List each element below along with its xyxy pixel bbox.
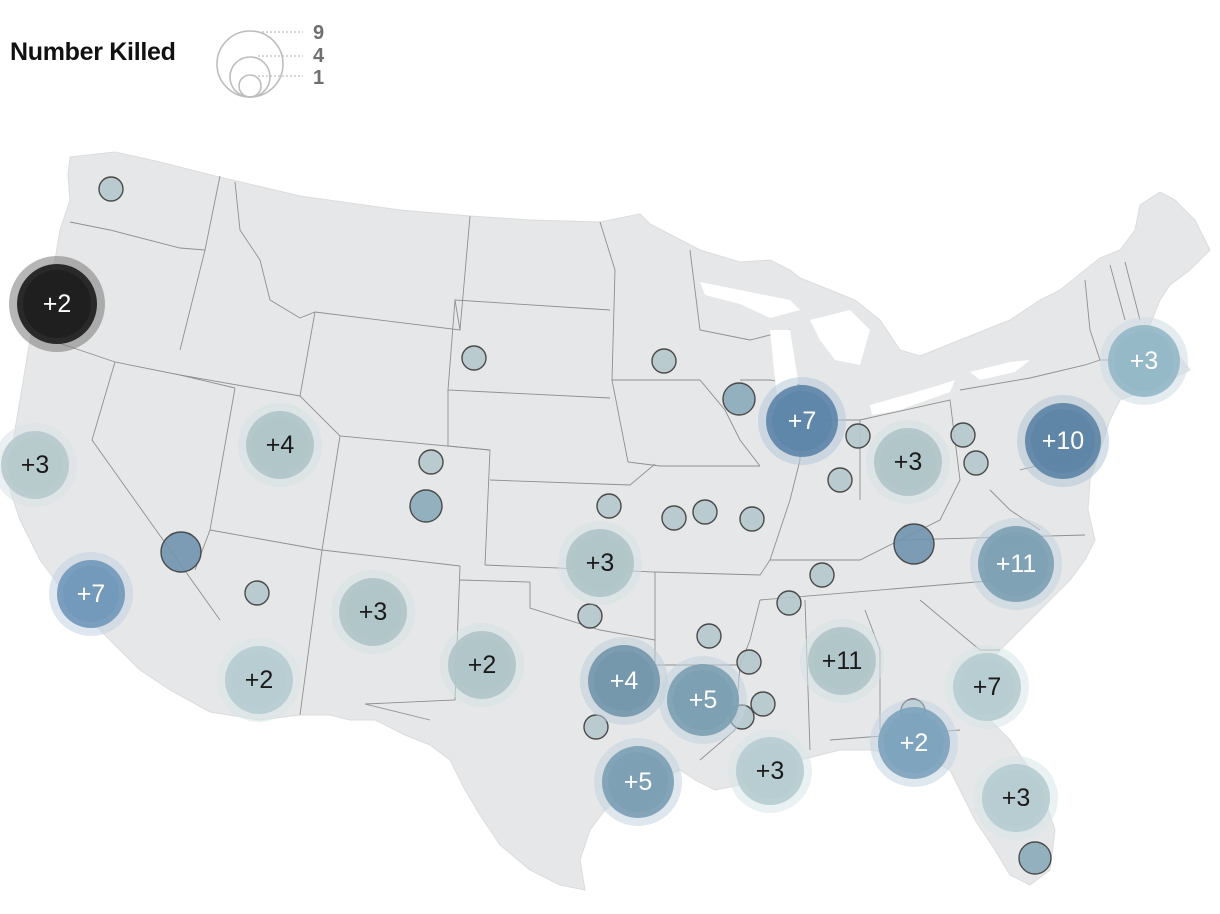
cluster-core (742, 743, 798, 799)
cluster-core (959, 659, 1015, 715)
cluster-count-label: +5 (624, 768, 653, 796)
cluster-count-label: +2 (43, 290, 72, 318)
incident-marker-west-virginia[interactable] (893, 523, 935, 565)
incident-marker-pennsylvania-west[interactable] (950, 422, 976, 448)
cluster-count-label: +7 (788, 407, 817, 435)
cluster-marker[interactable]: +11 (970, 518, 1062, 610)
incident-marker-michigan-south[interactable] (845, 423, 871, 449)
cluster-marker[interactable]: +2 (870, 699, 958, 787)
cluster-count-label: +11 (996, 550, 1037, 578)
incident-marker-arkansas[interactable] (696, 623, 722, 649)
cluster-count-label: +2 (468, 651, 497, 679)
cluster-core (884, 713, 944, 773)
cluster-core (454, 637, 510, 693)
cluster-count-label: +3 (359, 598, 388, 626)
cluster-markers: +2 +3 +4 +7 +2 +3 +2 +3 +4 +5 +5 +3 +7 +3 +11 +2 +7 +3 +11… (0, 256, 1188, 840)
cluster-count-label: +5 (689, 686, 718, 714)
cluster-marker[interactable]: +3 (558, 521, 642, 605)
incident-marker-mississippi-south[interactable] (750, 691, 776, 717)
cluster-count-label: +4 (266, 431, 295, 459)
cluster-count-label: +3 (756, 757, 785, 785)
cluster-count-label: +7 (77, 580, 106, 608)
incident-marker-indiana[interactable] (827, 467, 853, 493)
cluster-core (594, 651, 654, 711)
incident-marker-arizona[interactable] (244, 580, 270, 606)
cluster-count-label: +2 (900, 729, 929, 757)
legend-size-9: 9 (313, 22, 324, 44)
incident-marker-washington[interactable] (98, 176, 124, 202)
cluster-marker[interactable]: +2 (217, 638, 301, 722)
incident-marker-oklahoma[interactable] (577, 603, 603, 629)
legend-title: Number Killed (10, 38, 176, 66)
cluster-marker[interactable]: +3 (1100, 317, 1188, 405)
cluster-marker[interactable]: +7 (758, 377, 846, 465)
cluster-core (608, 752, 668, 812)
cluster-marker[interactable]: +4 (580, 637, 668, 725)
cluster-core (984, 532, 1048, 596)
cluster-count-label: +3 (894, 448, 923, 476)
incident-marker-texas-east[interactable] (583, 714, 609, 740)
cluster-marker[interactable]: +3 (974, 756, 1058, 840)
cluster-marker[interactable]: +11 (800, 619, 884, 703)
cluster-marker[interactable]: +3 (331, 570, 415, 654)
size-legend: 9 4 1 (216, 22, 325, 98)
cluster-count-label: +3 (21, 451, 50, 479)
cluster-core (252, 417, 308, 473)
cluster-core (772, 391, 832, 451)
cluster-marker[interactable]: +3 (866, 420, 950, 504)
cluster-count-label: +4 (610, 667, 639, 695)
single-markers (98, 176, 1052, 875)
incident-marker-colorado[interactable] (409, 489, 443, 523)
incident-marker-kentucky[interactable] (809, 562, 835, 588)
incident-marker-south-dakota-west[interactable] (461, 345, 487, 371)
incident-marker-nevada-south[interactable] (160, 531, 202, 573)
cluster-marker[interactable]: +7 (945, 645, 1029, 729)
cluster-count-label: +3 (586, 549, 615, 577)
cluster-core (7, 437, 63, 493)
cluster-core (988, 770, 1044, 826)
cluster-core (63, 566, 119, 622)
cluster-marker[interactable]: +10 (1017, 395, 1109, 487)
cluster-count-label: +7 (973, 673, 1002, 701)
cluster-marker[interactable]: +4 (238, 403, 322, 487)
incident-marker-kansas[interactable] (596, 493, 622, 519)
cluster-marker[interactable]: +7 (49, 552, 133, 636)
incident-marker-missouri-west[interactable] (661, 505, 687, 531)
cluster-core (673, 670, 733, 730)
cluster-count-label: +11 (822, 647, 863, 675)
incident-marker-pennsylvania-south[interactable] (963, 450, 989, 476)
cluster-marker[interactable]: +3 (728, 729, 812, 813)
cluster-count-label: +3 (1002, 784, 1031, 812)
cluster-core (880, 434, 936, 490)
cluster-marker[interactable]: +2 (440, 623, 524, 707)
incident-marker-missouri-central[interactable] (692, 499, 718, 525)
cluster-core (572, 535, 628, 591)
incident-marker-minnesota[interactable] (651, 348, 677, 374)
cluster-core (1031, 409, 1095, 473)
great-lakes (700, 282, 1030, 420)
cluster-core (1114, 331, 1174, 391)
cluster-marker[interactable]: +2 (9, 256, 105, 352)
cluster-count-label: +3 (1130, 347, 1159, 375)
incident-marker-mississippi-north[interactable] (736, 649, 762, 675)
incident-marker-nebraska[interactable] (418, 449, 444, 475)
legend-size-4: 4 (313, 45, 325, 67)
cluster-core (814, 633, 870, 689)
incident-marker-florida-south[interactable] (1018, 841, 1052, 875)
incident-marker-tennessee[interactable] (776, 590, 802, 616)
cluster-core (23, 270, 91, 338)
cluster-count-label: +10 (1042, 427, 1084, 455)
incident-marker-missouri-east[interactable] (739, 506, 765, 532)
cluster-marker[interactable]: +5 (659, 656, 747, 744)
cluster-count-label: +2 (245, 666, 274, 694)
cluster-core (345, 584, 401, 640)
cluster-marker[interactable]: +5 (594, 738, 682, 826)
cluster-marker[interactable]: +3 (0, 423, 77, 507)
legend-size-1: 1 (313, 67, 324, 89)
cluster-core (231, 652, 287, 708)
incident-marker-wisconsin[interactable] (722, 382, 756, 416)
